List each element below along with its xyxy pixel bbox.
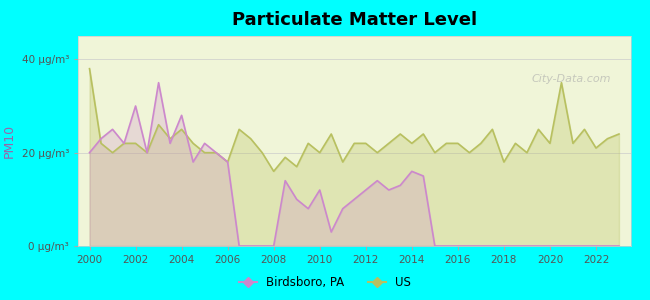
Text: City-Data.com: City-Data.com — [531, 74, 610, 84]
Y-axis label: PM10: PM10 — [3, 124, 16, 158]
Title: Particulate Matter Level: Particulate Matter Level — [231, 11, 477, 29]
Legend: Birdsboro, PA, US: Birdsboro, PA, US — [234, 272, 416, 294]
